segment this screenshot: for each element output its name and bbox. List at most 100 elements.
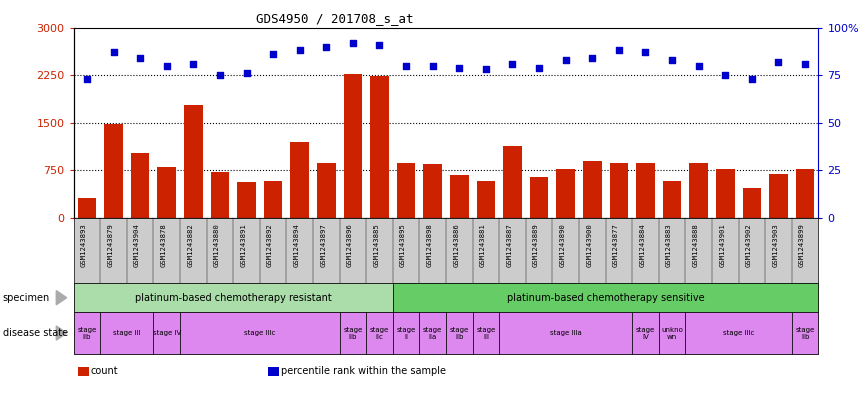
Text: GSM1243886: GSM1243886 bbox=[453, 223, 459, 267]
Bar bbox=[637, 163, 655, 218]
Text: GSM1243894: GSM1243894 bbox=[294, 223, 300, 267]
Text: GSM1243883: GSM1243883 bbox=[666, 223, 672, 267]
Point bbox=[293, 47, 307, 53]
Text: GSM1243900: GSM1243900 bbox=[586, 223, 592, 267]
Point bbox=[213, 72, 227, 78]
Bar bbox=[503, 146, 522, 218]
Text: GSM1243895: GSM1243895 bbox=[400, 223, 406, 267]
Bar bbox=[450, 175, 469, 218]
Text: GSM1243892: GSM1243892 bbox=[267, 223, 273, 267]
Bar bbox=[158, 167, 176, 218]
Bar bbox=[742, 188, 761, 218]
Bar bbox=[716, 169, 734, 218]
Point bbox=[159, 62, 173, 69]
Point bbox=[479, 66, 493, 73]
Text: stage IV: stage IV bbox=[152, 330, 181, 336]
Point bbox=[133, 55, 147, 61]
Point bbox=[320, 43, 333, 50]
Text: GSM1243884: GSM1243884 bbox=[639, 223, 645, 267]
Point bbox=[718, 72, 732, 78]
Bar bbox=[530, 177, 548, 218]
Text: percentile rank within the sample: percentile rank within the sample bbox=[281, 366, 446, 376]
Point bbox=[346, 40, 360, 46]
Point bbox=[692, 62, 706, 69]
Bar bbox=[769, 174, 788, 218]
Text: GSM1243898: GSM1243898 bbox=[427, 223, 433, 267]
Point bbox=[745, 76, 759, 82]
Bar bbox=[423, 164, 442, 218]
Text: stage III: stage III bbox=[113, 330, 140, 336]
Bar bbox=[397, 163, 416, 218]
Point bbox=[426, 62, 440, 69]
Point bbox=[186, 61, 200, 67]
Text: GSM1243882: GSM1243882 bbox=[187, 223, 193, 267]
Bar bbox=[689, 163, 708, 218]
Text: stage
II: stage II bbox=[397, 327, 416, 340]
Point bbox=[399, 62, 413, 69]
Text: GSM1243881: GSM1243881 bbox=[480, 223, 486, 267]
Text: GSM1243901: GSM1243901 bbox=[720, 223, 725, 267]
Text: disease state: disease state bbox=[3, 328, 68, 338]
Bar bbox=[662, 181, 682, 218]
Bar bbox=[796, 169, 814, 218]
Point bbox=[665, 57, 679, 63]
Text: GSM1243896: GSM1243896 bbox=[347, 223, 353, 267]
Bar bbox=[317, 163, 336, 218]
Text: stage
IIb: stage IIb bbox=[343, 327, 363, 340]
Text: GSM1243877: GSM1243877 bbox=[613, 223, 619, 267]
Text: GSM1243899: GSM1243899 bbox=[799, 223, 805, 267]
Point bbox=[240, 70, 254, 76]
Text: GSM1243879: GSM1243879 bbox=[107, 223, 113, 267]
Text: stage
IV: stage IV bbox=[636, 327, 655, 340]
Text: GDS4950 / 201708_s_at: GDS4950 / 201708_s_at bbox=[255, 12, 413, 25]
Text: GSM1243878: GSM1243878 bbox=[161, 223, 166, 267]
Text: GSM1243888: GSM1243888 bbox=[693, 223, 699, 267]
Point bbox=[266, 51, 280, 57]
Bar bbox=[210, 172, 229, 218]
Text: stage IIIc: stage IIIc bbox=[723, 330, 754, 336]
Point bbox=[638, 49, 652, 55]
Point bbox=[107, 49, 120, 55]
Bar bbox=[610, 163, 628, 218]
Point bbox=[798, 61, 812, 67]
Text: GSM1243893: GSM1243893 bbox=[81, 223, 87, 267]
Text: stage IIIc: stage IIIc bbox=[244, 330, 275, 336]
Text: GSM1243887: GSM1243887 bbox=[507, 223, 513, 267]
Bar bbox=[237, 182, 255, 218]
Point bbox=[532, 64, 546, 71]
Point bbox=[559, 57, 572, 63]
Text: GSM1243902: GSM1243902 bbox=[746, 223, 752, 267]
Bar bbox=[476, 181, 495, 218]
Bar bbox=[370, 76, 389, 218]
Text: GSM1243904: GSM1243904 bbox=[134, 223, 140, 267]
Point bbox=[585, 55, 599, 61]
Point bbox=[452, 64, 466, 71]
Text: GSM1243880: GSM1243880 bbox=[214, 223, 220, 267]
Bar bbox=[264, 181, 282, 218]
Text: GSM1243890: GSM1243890 bbox=[559, 223, 565, 267]
Text: stage
IIa: stage IIa bbox=[423, 327, 443, 340]
Bar bbox=[583, 161, 602, 218]
Bar bbox=[184, 105, 203, 218]
Text: specimen: specimen bbox=[3, 293, 50, 303]
Bar bbox=[290, 142, 309, 218]
Text: stage
IIb: stage IIb bbox=[77, 327, 96, 340]
Text: stage
IIc: stage IIc bbox=[370, 327, 389, 340]
Text: GSM1243885: GSM1243885 bbox=[373, 223, 379, 267]
Point bbox=[372, 42, 386, 48]
Text: stage
IIb: stage IIb bbox=[796, 327, 815, 340]
Text: GSM1243891: GSM1243891 bbox=[241, 223, 247, 267]
Bar bbox=[78, 198, 96, 218]
Text: GSM1243889: GSM1243889 bbox=[533, 223, 539, 267]
Text: stage
III: stage III bbox=[476, 327, 495, 340]
Point bbox=[612, 47, 626, 53]
Bar bbox=[556, 169, 575, 218]
Text: count: count bbox=[90, 366, 118, 376]
Point bbox=[506, 61, 520, 67]
Text: stage
IIb: stage IIb bbox=[449, 327, 469, 340]
Point bbox=[772, 59, 785, 65]
Text: stage IIIa: stage IIIa bbox=[550, 330, 582, 336]
Text: platinum-based chemotherapy resistant: platinum-based chemotherapy resistant bbox=[135, 293, 332, 303]
Bar bbox=[104, 124, 123, 218]
Point bbox=[80, 76, 94, 82]
